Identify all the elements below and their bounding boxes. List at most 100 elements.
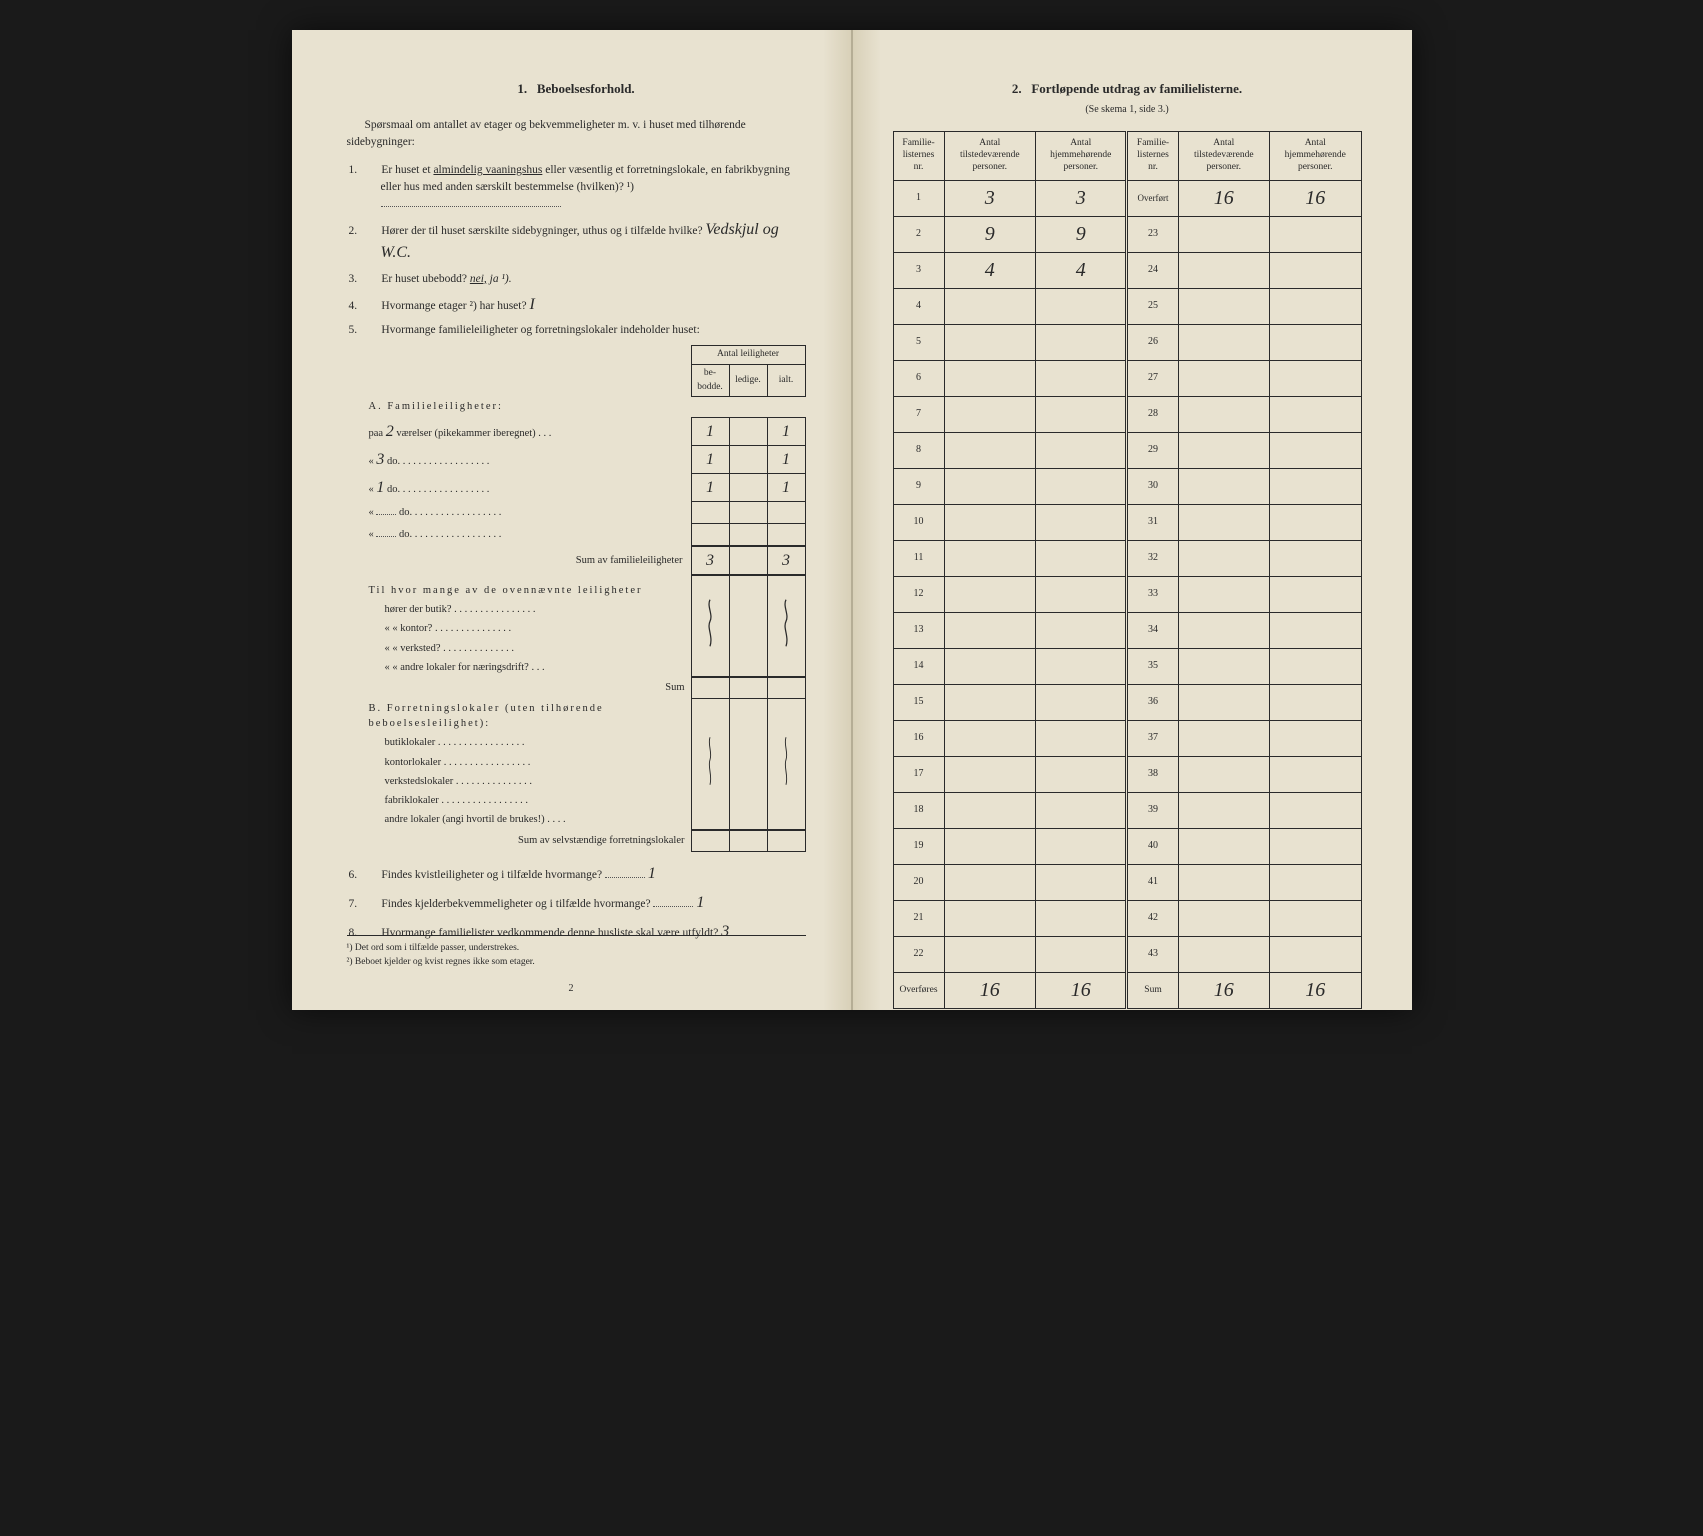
q7-num: 7. <box>365 896 379 913</box>
row-a <box>944 288 1035 324</box>
row-b-r <box>1270 396 1362 432</box>
row-b-r <box>1270 540 1362 576</box>
left-section-number: 1. <box>517 81 527 96</box>
left-page: 1. Beboelsesforhold. Spørsmaal om antall… <box>292 30 852 1010</box>
h-c4: Familie-listernesnr. <box>1127 132 1178 181</box>
h-c3: Antalhjemmehørendepersoner. <box>1036 132 1127 181</box>
row-nr: 11 <box>893 540 944 576</box>
q5-num: 5. <box>365 322 379 339</box>
row-a-r <box>1178 504 1269 540</box>
table-row: 2041 <box>893 864 1361 900</box>
row-nr-r: 33 <box>1127 576 1178 612</box>
right-section-number: 2. <box>1012 81 1022 96</box>
table-row: 1031 <box>893 504 1361 540</box>
h-c1: Familie-listernesnr. <box>893 132 944 181</box>
question-7: 7. Findes kjelderbekvemmeligheter og i t… <box>365 891 806 914</box>
row-b: 4 <box>1036 252 1127 288</box>
row-a <box>944 360 1035 396</box>
q7-answer: 1 <box>696 894 704 911</box>
row-nr-r: 27 <box>1127 360 1178 396</box>
row-nr-r: 41 <box>1127 864 1178 900</box>
tbl5-h-ialt: ialt. <box>767 364 805 397</box>
q6-num: 6. <box>365 867 379 884</box>
row-a-r <box>1178 936 1269 972</box>
tbl5-group-header: Antal leiligheter <box>691 346 805 365</box>
table-row: 1334 <box>893 612 1361 648</box>
row-a <box>944 756 1035 792</box>
row-a-r <box>1178 684 1269 720</box>
row-nr: 14 <box>893 648 944 684</box>
q2-text: Hører der til huset særskilte sidebygnin… <box>381 225 702 237</box>
row-nr: 21 <box>893 900 944 936</box>
row-nr: 16 <box>893 720 944 756</box>
row-nr: 2 <box>893 216 944 252</box>
q3-nei: nei, <box>470 273 487 285</box>
table-row: 1940 <box>893 828 1361 864</box>
row-b-r <box>1270 360 1362 396</box>
row-nr-r: 26 <box>1127 324 1178 360</box>
question-4: 4. Hvormange etager ²) har huset? I <box>365 293 806 316</box>
row-a <box>944 468 1035 504</box>
q3-num: 3. <box>365 271 379 288</box>
table-row: 133Overført1616 <box>893 180 1361 216</box>
row-nr-r: 34 <box>1127 612 1178 648</box>
row-a-r <box>1178 396 1269 432</box>
sectA-row-2: « 1 do. . . . . . . . . . . . . . . . . … <box>365 474 806 502</box>
row-a <box>944 792 1035 828</box>
intro-text: Spørsmaal om antallet av etager og bekve… <box>347 117 806 150</box>
row-nr: 12 <box>893 576 944 612</box>
row-nr: 5 <box>893 324 944 360</box>
row-a-r <box>1178 756 1269 792</box>
right-sub-note: (Se skema 1, side 3.) <box>893 103 1362 118</box>
row-nr-r: 42 <box>1127 900 1178 936</box>
table-row: 34424 <box>893 252 1361 288</box>
squiggle-icon <box>780 598 792 648</box>
sectA-title: A. Familieleiligheter: <box>365 397 806 417</box>
tbl5-h-ledige: ledige. <box>729 364 767 397</box>
row-a-r <box>1178 612 1269 648</box>
row-nr: 17 <box>893 756 944 792</box>
q5-text: Hvormange familieleiligheter og forretni… <box>381 324 699 336</box>
row-b <box>1036 828 1127 864</box>
row-nr-r: 36 <box>1127 684 1178 720</box>
row-nr: 1 <box>893 180 944 216</box>
row-a-r <box>1178 720 1269 756</box>
squiggle-icon <box>780 736 792 786</box>
row-nr-r: 30 <box>1127 468 1178 504</box>
table-row: 627 <box>893 360 1361 396</box>
row-a <box>944 612 1035 648</box>
row-b <box>1036 792 1127 828</box>
question-1: 1. Er huset et almindelig vaaningshus el… <box>365 162 806 212</box>
row-b <box>1036 900 1127 936</box>
row-nr-r: 39 <box>1127 792 1178 828</box>
footnote-2: ²) Beboet kjelder og kvist regnes ikke s… <box>347 956 806 970</box>
row-b <box>1036 936 1127 972</box>
tbl5-h-bebodde: be-bodde. <box>691 364 729 397</box>
row-b-r <box>1270 828 1362 864</box>
family-table: Familie-listernesnr. Antaltilstedeværend… <box>893 131 1362 1009</box>
row-nr: 9 <box>893 468 944 504</box>
q6-text: Findes kvistleiligheter og i tilfælde hv… <box>381 869 602 881</box>
row-b-r <box>1270 900 1362 936</box>
row-b <box>1036 288 1127 324</box>
row-nr-r: 29 <box>1127 432 1178 468</box>
table-row: 1435 <box>893 648 1361 684</box>
row-a <box>944 720 1035 756</box>
row-b-r <box>1270 216 1362 252</box>
h-c5: Antaltilstedeværendepersoner. <box>1178 132 1269 181</box>
row-a-r <box>1178 792 1269 828</box>
row-a <box>944 504 1035 540</box>
q5-table: Antal leiligheter be-bodde. ledige. ialt… <box>365 345 806 852</box>
row-a-r <box>1178 576 1269 612</box>
q3-text: Er huset ubebodd? <box>381 273 467 285</box>
row-a-r <box>1178 216 1269 252</box>
row-b-r: 16 <box>1270 180 1362 216</box>
footnotes: ¹) Det ord som i tilfælde passer, unders… <box>347 935 806 970</box>
row-b-r <box>1270 576 1362 612</box>
row-a-r: 16 <box>1178 180 1269 216</box>
row-a-r <box>1178 648 1269 684</box>
row-b <box>1036 612 1127 648</box>
row-nr: 15 <box>893 684 944 720</box>
row-b: 9 <box>1036 216 1127 252</box>
row-nr: 3 <box>893 252 944 288</box>
